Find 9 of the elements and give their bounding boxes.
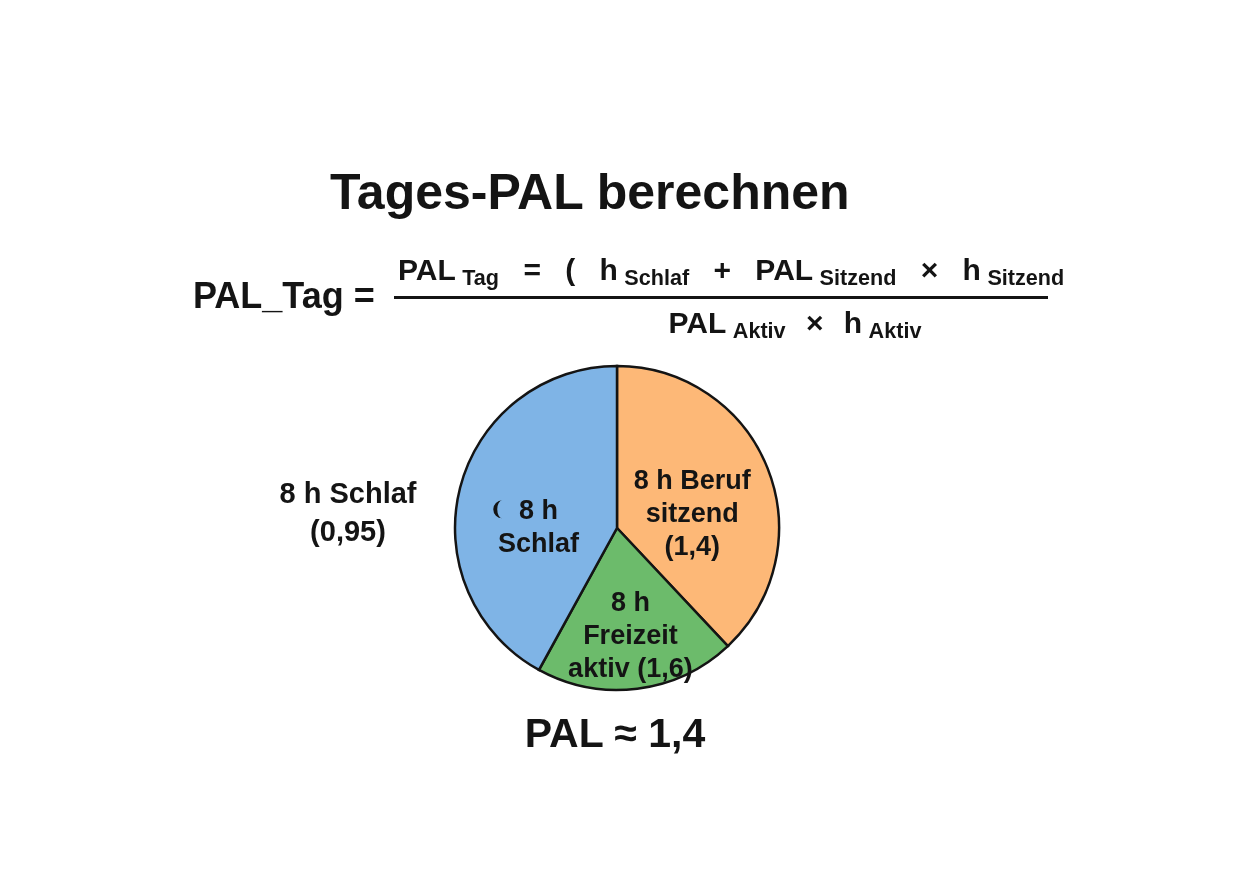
text: PAL ≈ 1,4 [523, 710, 707, 756]
chart-title: Tages-PAL berechnen [330, 164, 850, 220]
text: PAL_Tag = [193, 275, 375, 316]
slice-label: 8 h Freizeit aktiv (1,6) [568, 586, 693, 683]
slice-label: 8 h Schlaf [498, 494, 581, 558]
text: 8 h Schlaf (0,95) [278, 476, 418, 549]
slice-label: 8 h Beruf sitzend (1,4) [633, 464, 752, 561]
text: PAL$_{Tag}$ = ( h$_{Schlaf}$ + PAL$_{Sitzend}$ × h$_{Sitzend}$ [398, 253, 1065, 291]
text: PAL$_{Aktiv}$ × h$_{Aktiv}$ [667, 306, 923, 344]
